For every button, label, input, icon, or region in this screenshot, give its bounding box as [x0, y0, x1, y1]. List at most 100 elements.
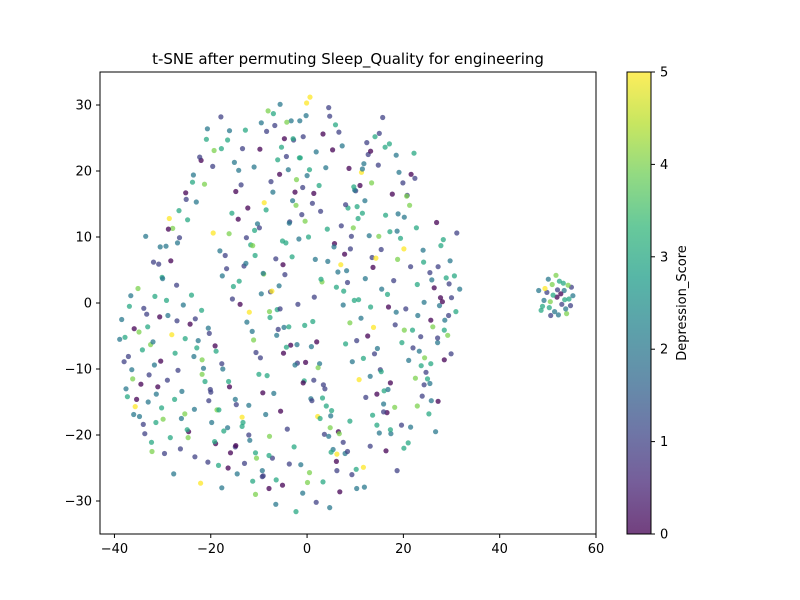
data-point: [373, 255, 379, 261]
data-point: [139, 347, 145, 353]
data-point: [374, 422, 380, 428]
data-point: [365, 333, 371, 339]
data-point: [401, 445, 407, 451]
data-point: [279, 482, 286, 488]
data-point: [258, 120, 264, 126]
data-point: [260, 390, 266, 396]
data-point: [178, 415, 184, 422]
data-point: [289, 254, 295, 260]
data-point: [558, 291, 564, 297]
data-point: [333, 284, 339, 290]
data-point: [156, 261, 162, 267]
data-point: [269, 288, 275, 294]
data-point: [431, 285, 437, 291]
data-point: [273, 256, 279, 262]
data-point: [216, 407, 222, 413]
data-point: [175, 367, 181, 373]
data-point: [434, 219, 440, 226]
data-point: [218, 146, 224, 152]
data-point: [202, 378, 208, 385]
data-point: [221, 428, 227, 434]
data-point: [398, 422, 405, 428]
data-point: [439, 299, 445, 305]
data-point: [210, 163, 216, 169]
data-point: [304, 173, 310, 179]
data-point: [176, 235, 183, 241]
data-point: [279, 238, 286, 244]
data-point: [296, 236, 302, 242]
data-point: [281, 136, 287, 142]
data-point: [219, 361, 225, 367]
data-point: [233, 443, 239, 449]
data-point: [541, 297, 547, 303]
data-point: [283, 153, 289, 160]
colorbar-tick-label: 3: [660, 250, 668, 265]
data-point: [443, 275, 449, 281]
data-point: [286, 220, 292, 226]
data-point: [545, 276, 551, 282]
colorbar-tick-label: 5: [660, 66, 668, 81]
data-point: [401, 327, 407, 333]
data-point: [270, 111, 276, 117]
data-point: [415, 312, 421, 319]
data-point: [341, 288, 347, 294]
data-point: [185, 217, 191, 223]
data-point: [367, 443, 373, 449]
data-point: [203, 136, 209, 142]
data-point: [379, 286, 385, 292]
data-point: [428, 361, 434, 367]
data-point: [151, 362, 157, 368]
data-point: [340, 439, 346, 445]
data-point: [560, 280, 566, 286]
data-point: [356, 377, 362, 383]
data-point: [362, 198, 368, 204]
data-point: [357, 182, 363, 189]
data-point: [424, 376, 431, 382]
data-point: [145, 399, 151, 405]
data-point: [160, 416, 166, 422]
data-point: [131, 326, 137, 332]
data-point: [421, 259, 427, 265]
data-point: [457, 286, 463, 292]
data-point: [265, 108, 271, 114]
data-point: [330, 147, 336, 153]
data-point: [302, 218, 308, 224]
data-point: [309, 200, 315, 206]
data-point: [363, 394, 369, 400]
data-point: [343, 341, 349, 347]
data-point: [326, 105, 332, 111]
data-point: [562, 297, 568, 303]
data-point: [150, 339, 156, 345]
data-point: [281, 324, 287, 330]
data-point: [311, 294, 317, 300]
data-point: [429, 277, 435, 283]
data-point: [554, 294, 560, 300]
data-point: [239, 423, 245, 429]
data-point: [234, 471, 240, 477]
data-point: [266, 433, 273, 439]
data-point: [254, 221, 261, 227]
data-point: [213, 348, 219, 354]
data-point: [227, 450, 234, 456]
data-point: [313, 149, 319, 155]
data-point: [271, 390, 277, 396]
data-point: [564, 311, 570, 317]
data-point: [148, 439, 155, 445]
data-point: [354, 338, 360, 344]
data-point: [362, 276, 368, 282]
data-point: [353, 466, 359, 472]
data-point: [250, 243, 256, 249]
data-point: [172, 396, 178, 402]
data-point: [250, 478, 256, 484]
data-point: [252, 491, 259, 497]
data-point: [349, 472, 355, 478]
data-point: [563, 306, 569, 312]
data-point: [413, 225, 419, 231]
data-point: [336, 129, 342, 135]
data-point: [226, 231, 232, 237]
x-tick-label: 0: [303, 542, 311, 557]
data-point: [422, 355, 428, 361]
data-point: [264, 128, 270, 134]
data-point: [411, 150, 417, 156]
